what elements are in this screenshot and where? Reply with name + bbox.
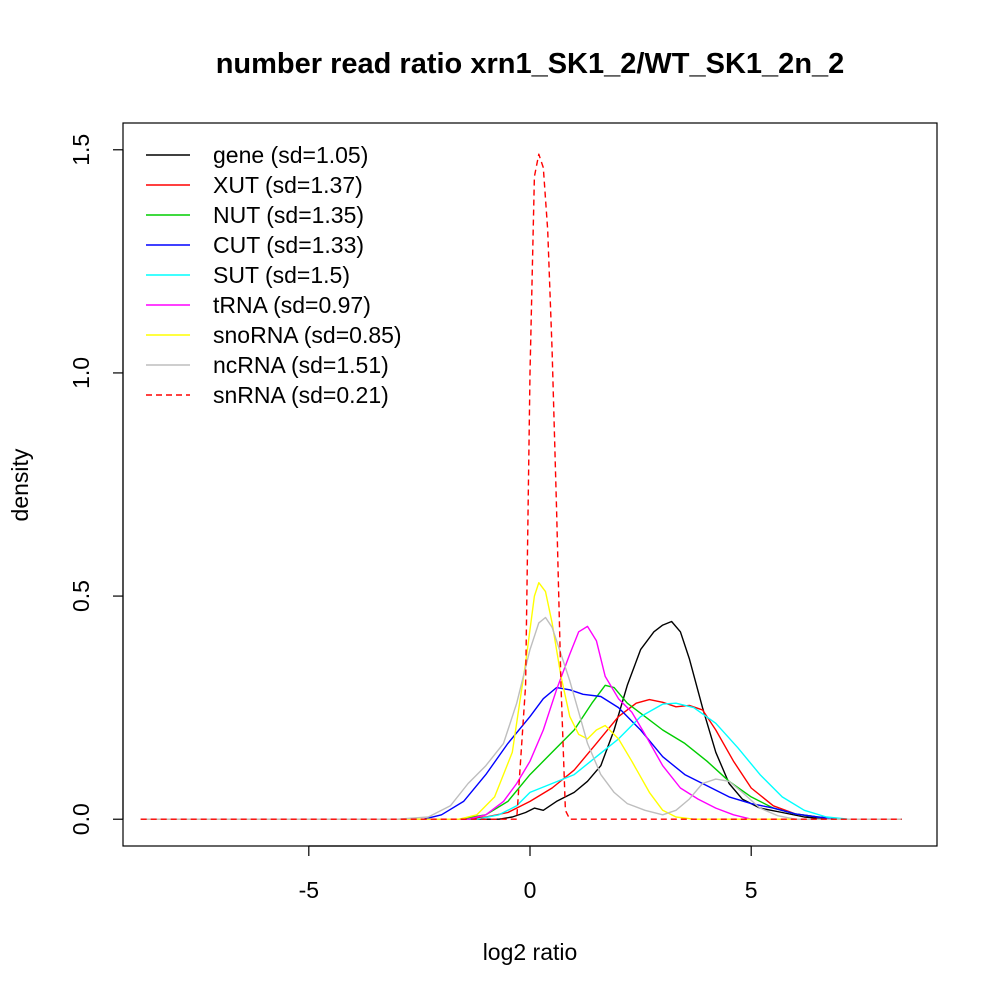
series-line-6: [140, 582, 902, 820]
x-tick-label: 0: [524, 877, 537, 903]
legend-label-8: snRNA (sd=0.21): [213, 382, 389, 408]
legend-label-7: ncRNA (sd=1.51): [213, 352, 389, 378]
series-line-1: [140, 698, 902, 820]
legend-label-4: SUT (sd=1.5): [213, 262, 350, 288]
series-line-3: [140, 686, 902, 820]
series-line-5: [140, 625, 902, 820]
legend-label-1: XUT (sd=1.37): [213, 172, 363, 198]
legend-label-0: gene (sd=1.05): [213, 142, 368, 168]
series-line-8: [140, 153, 902, 820]
y-tick-label: 1.5: [68, 134, 94, 166]
chart-title: number read ratio xrn1_SK1_2/WT_SK1_2n_2: [216, 48, 845, 80]
y-tick-label: 0.5: [68, 580, 94, 612]
legend-label-5: tRNA (sd=0.97): [213, 292, 371, 318]
y-axis: 0.0 0.5 1.0 1.5: [68, 134, 124, 835]
y-tick-label: 1.0: [68, 357, 94, 389]
series-line-7: [140, 616, 902, 820]
legend: gene (sd=1.05) XUT (sd=1.37) NUT (sd=1.35)…: [146, 142, 402, 408]
x-axis: -5 0 5: [299, 845, 758, 903]
series-line-0: [140, 620, 902, 820]
y-axis-label: density: [7, 448, 33, 521]
series-layer: [140, 153, 902, 820]
legend-label-3: CUT (sd=1.33): [213, 232, 364, 258]
y-tick-label: 0.0: [68, 803, 94, 835]
legend-label-6: snoRNA (sd=0.85): [213, 322, 402, 348]
x-axis-label: log2 ratio: [483, 939, 578, 965]
legend-label-2: NUT (sd=1.35): [213, 202, 364, 228]
series-line-4: [140, 702, 902, 820]
x-tick-label: -5: [299, 877, 319, 903]
x-tick-label: 5: [745, 877, 758, 903]
